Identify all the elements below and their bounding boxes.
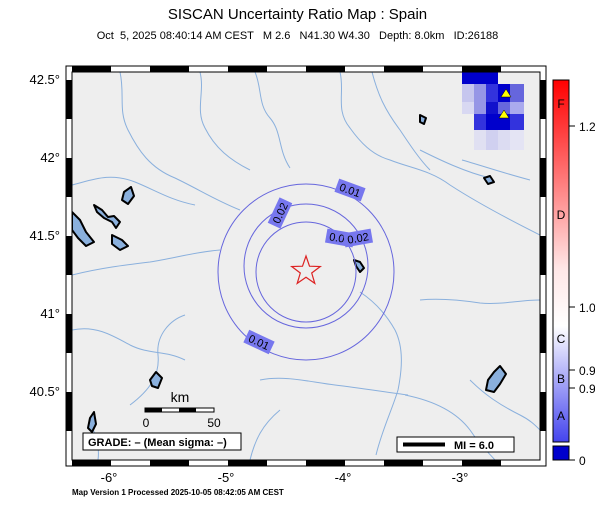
colorbar-value: 0.9 xyxy=(579,382,595,396)
map-land xyxy=(72,72,540,460)
colorbar-letter: F xyxy=(557,97,564,111)
star-icon xyxy=(289,254,323,285)
map-frame xyxy=(65,65,547,467)
uncertainty-grid xyxy=(462,72,524,150)
contour-labels: 0.01 0.02 0.03 0.02 0.01 xyxy=(243,178,374,355)
processing-footer: Map Version 1 Processed 2025-10-05 08:42… xyxy=(72,488,284,497)
grade-text: GRADE: – (Mean sigma: –) xyxy=(88,437,227,449)
colorbar-value: 0.9 xyxy=(579,364,595,378)
grade-box: GRADE: – (Mean sigma: –) xyxy=(82,432,242,451)
scale-bar-start: 0 xyxy=(143,416,150,430)
contour-label-4: 0.02 xyxy=(347,231,370,247)
event-info-subtitle: Oct 5, 2025 08:40:14 AM CEST M 2.6 N41.3… xyxy=(96,30,499,42)
scale-bar-title: km xyxy=(171,389,190,405)
longitude-labels: -6° -5° -4° -3° xyxy=(101,470,469,485)
colorbar-letter: C xyxy=(557,332,566,346)
triangle-icon xyxy=(498,109,510,119)
lat-label: 41° xyxy=(40,306,60,321)
colorbar-letter: A xyxy=(557,409,565,423)
mi-legend: MI = 6.0 xyxy=(396,436,515,453)
colorbar: F D C B A 1.2 1.0 0.9 0.9 0 xyxy=(552,79,595,468)
lon-label: -6° xyxy=(101,470,118,485)
reservoirs xyxy=(72,114,507,433)
lon-label: -5° xyxy=(218,470,235,485)
colorbar-letter: B xyxy=(557,372,565,386)
uncertainty-contours xyxy=(217,183,395,361)
colorbar-value: 0 xyxy=(579,454,586,468)
lat-label: 41.5° xyxy=(29,228,60,243)
colorbar-value: 1.2 xyxy=(579,120,595,134)
latitude-labels: 42.5° 42° 41.5° 41° 40.5° xyxy=(29,72,60,399)
lat-label: 42° xyxy=(40,150,60,165)
lat-label: 40.5° xyxy=(29,384,60,399)
scale-bar-end: 50 xyxy=(207,416,221,430)
triangle-icon xyxy=(500,88,512,98)
mi-legend-text: MI = 6.0 xyxy=(454,440,494,452)
map-title: SISCAN Uncertainty Ratio Map : Spain xyxy=(167,6,428,23)
lat-label: 42.5° xyxy=(29,72,60,87)
scale-bar: km 0 50 xyxy=(143,389,221,430)
colorbar-value: 1.0 xyxy=(579,301,595,315)
rivers xyxy=(72,72,540,460)
lon-label: -3° xyxy=(452,470,469,485)
colorbar-letter: D xyxy=(557,208,566,222)
lon-label: -4° xyxy=(335,470,352,485)
